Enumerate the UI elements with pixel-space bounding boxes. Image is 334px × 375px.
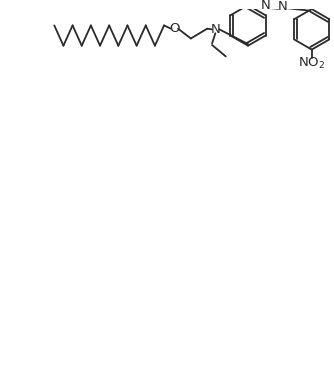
Text: O: O [169,22,180,35]
Text: NO$_2$: NO$_2$ [298,56,325,71]
Text: N: N [278,0,287,13]
Text: N: N [210,23,220,36]
Text: N: N [261,0,271,12]
